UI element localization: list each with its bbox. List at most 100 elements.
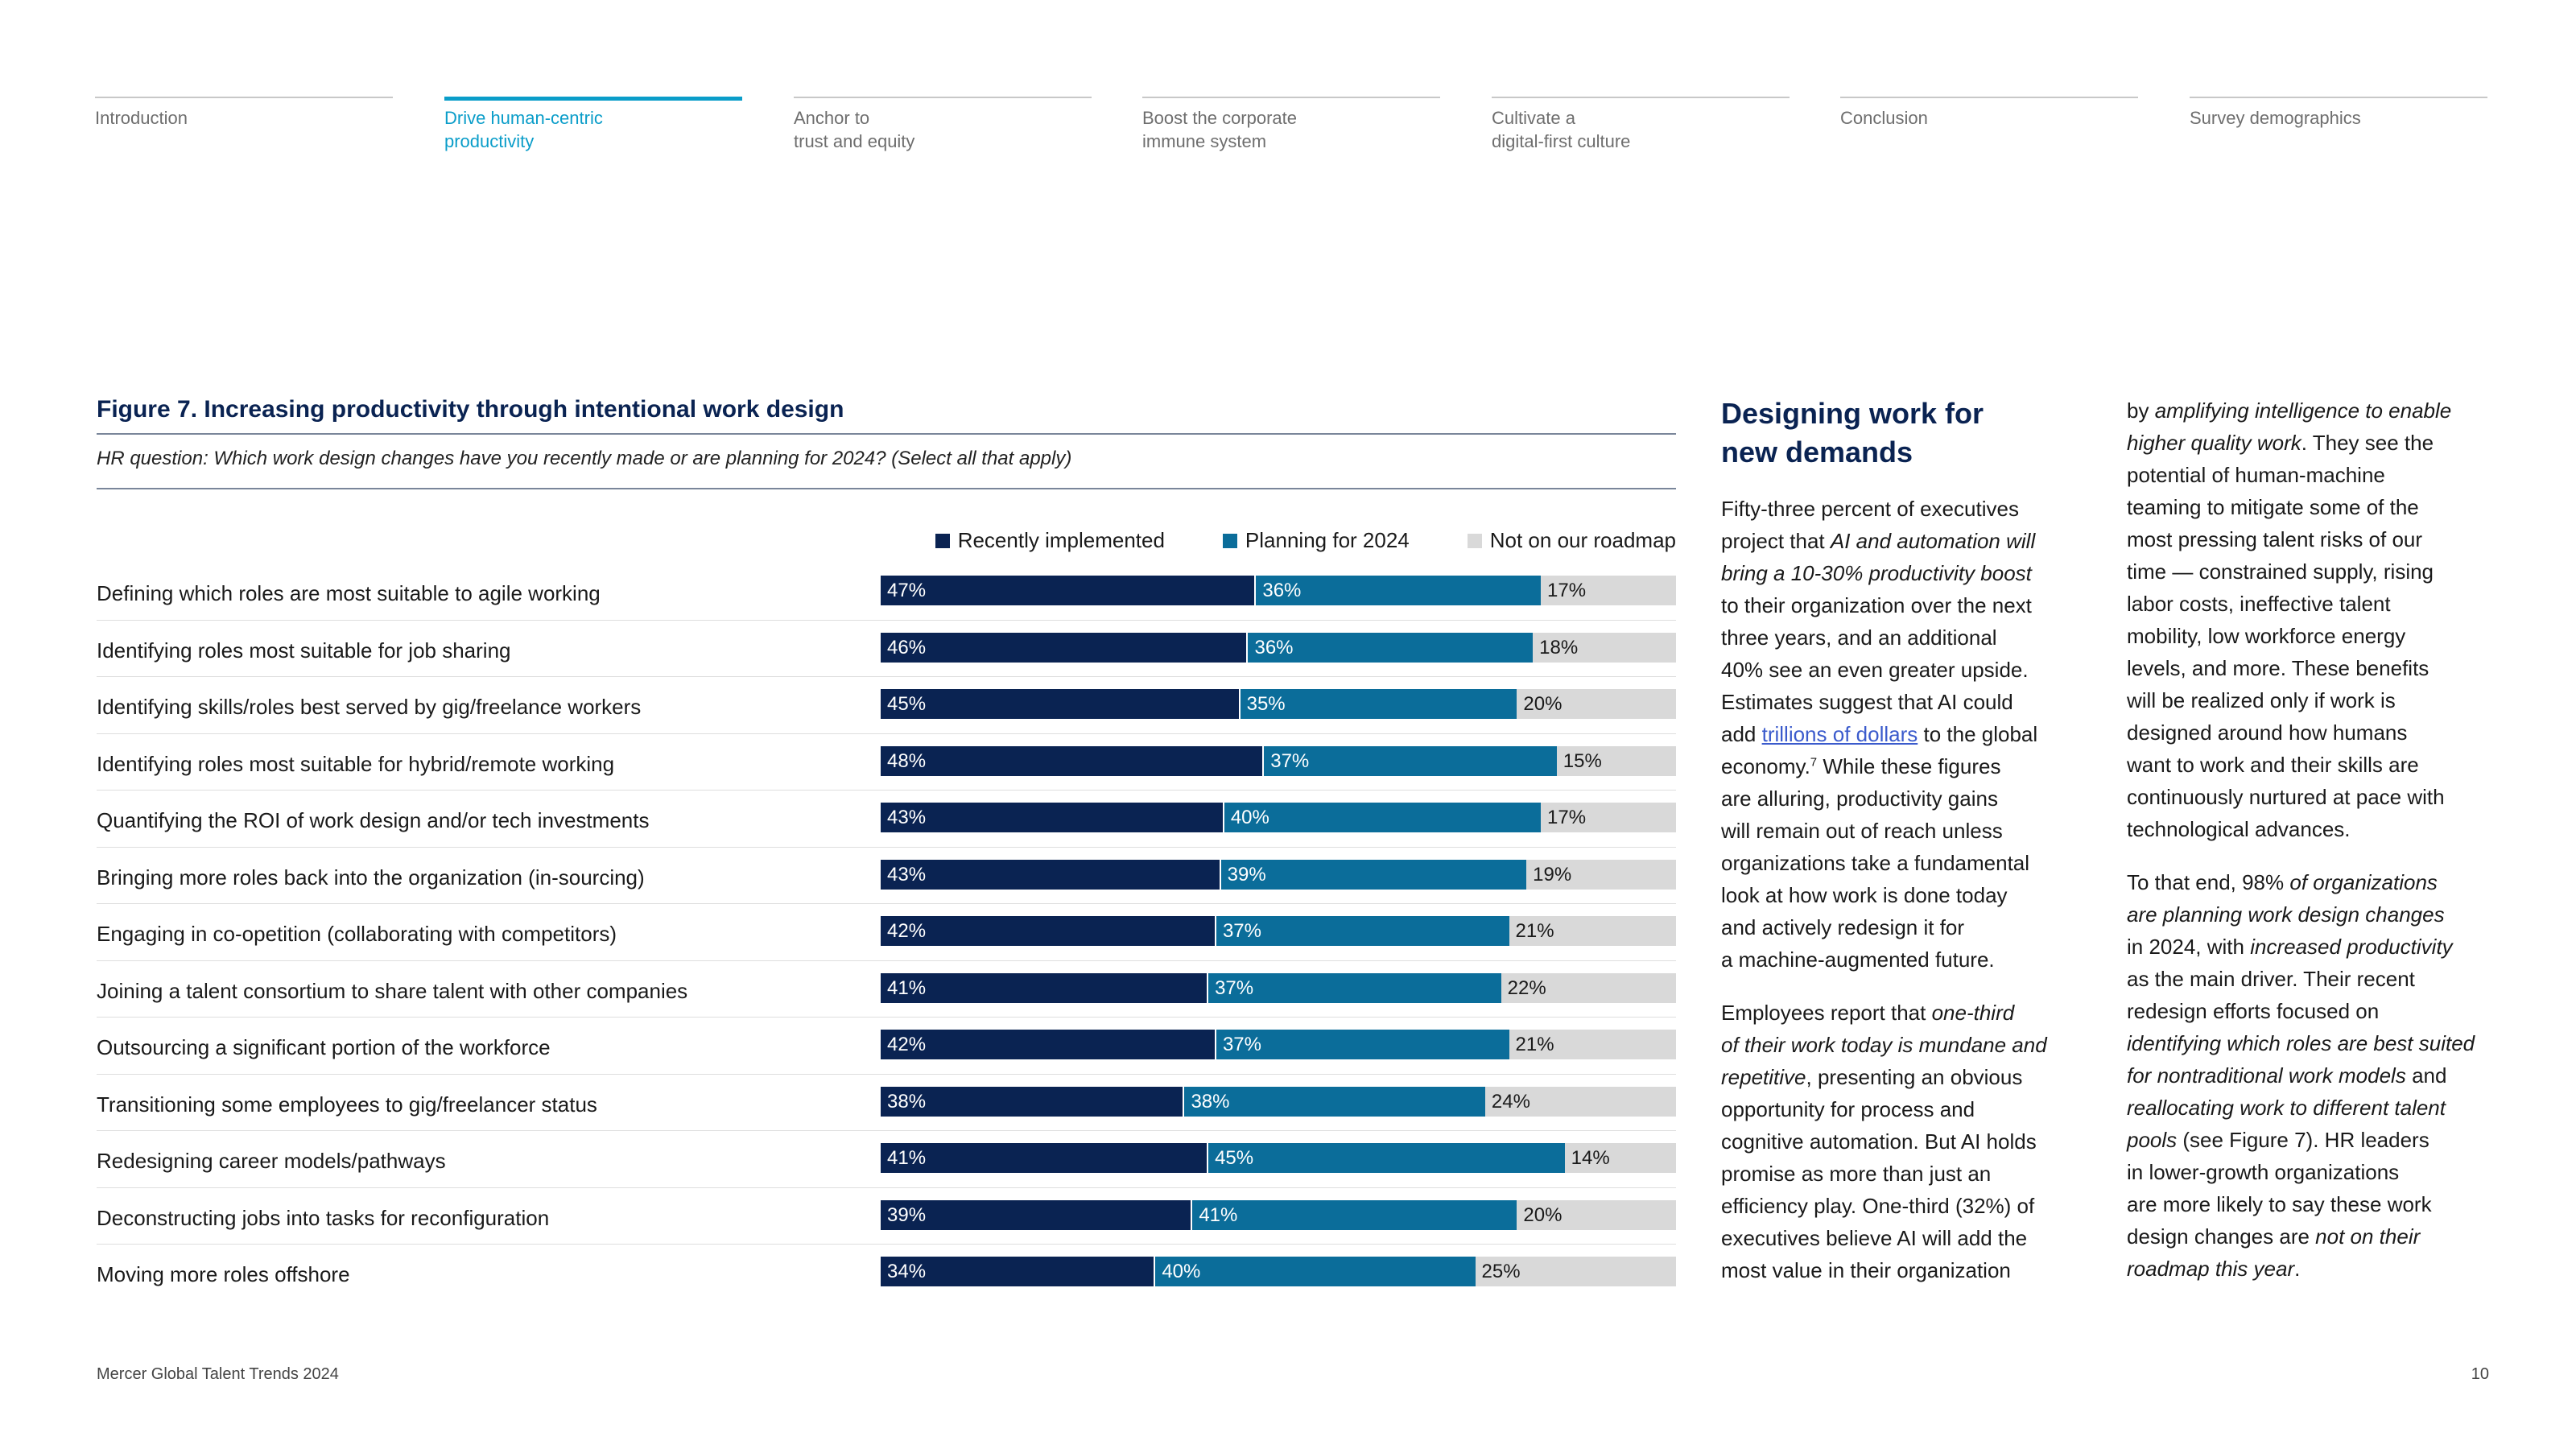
nav-survey-demographics[interactable]: Survey demographics [2190, 97, 2487, 130]
stacked-bar: 42% 37% 21% [881, 1030, 1676, 1059]
footnote-marker: 7 [1810, 755, 1818, 770]
text-run: to the global economy. [1721, 722, 2038, 778]
emphasis-text: reallocating work to different talent po… [2127, 1096, 2446, 1152]
legend-swatch [1467, 533, 1482, 548]
category-label: Identifying roles most suitable for job … [97, 638, 511, 663]
category-label: Deconstructing jobs into tasks for recon… [97, 1205, 550, 1230]
chart-row: Joining a talent consortium to share tal… [97, 961, 1676, 1018]
stacked-bar: 43% 40% 17% [881, 803, 1676, 832]
emphasis-text: identifying which roles are best suited … [2127, 1031, 2475, 1088]
stacked-bar: 41% 45% 14% [881, 1143, 1676, 1173]
category-label: Outsourcing a significant portion of the… [97, 1035, 551, 1059]
bar-segment-not-on-roadmap: 14% [1564, 1143, 1676, 1173]
category-label: Bringing more roles back into the organi… [97, 865, 645, 890]
legend-label: Not on our roadmap [1489, 528, 1676, 552]
nav-boost-the-corporate-immune-system[interactable]: Boost the corporate immune system [1142, 97, 1440, 153]
footer-source: Mercer Global Talent Trends 2024 [97, 1365, 339, 1383]
bar-segment-not-on-roadmap: 15% [1556, 745, 1676, 776]
stacked-bar: 38% 38% 24% [881, 1086, 1676, 1117]
bar-segment-recently-implemented: 45% [881, 689, 1239, 719]
category-label: Redesigning career models/pathways [97, 1149, 446, 1173]
nav-cultivate-a-digital-first-culture[interactable]: Cultivate a digital-first culture [1492, 97, 1790, 153]
bar-segment-not-on-roadmap: 21% [1509, 916, 1676, 946]
nav-anchor-to-trust-and-equity[interactable]: Anchor to trust and equity [794, 97, 1092, 153]
inline-link[interactable]: trillions of dollars [1761, 722, 1918, 746]
bar-segment-not-on-roadmap: 21% [1509, 1030, 1676, 1059]
emphasis-text: AI and automation will bring a 10-30% pr… [1721, 529, 2036, 585]
emphasis-text: of organizations are planning work desig… [2127, 870, 2445, 927]
chart-row: Deconstructing jobs into tasks for recon… [97, 1188, 1676, 1245]
bar-segment-planning-2024: 39% [1219, 859, 1527, 890]
chart-legend: Recently implemented Planning for 2024 N… [935, 528, 1676, 553]
bar-segment-recently-implemented: 38% [881, 1086, 1183, 1117]
text-run: to their organization over the next thre… [1721, 593, 2032, 746]
body-paragraph: Fifty-three percent of executives projec… [1721, 493, 2091, 976]
legend-swatch [935, 533, 950, 548]
bar-segment-recently-implemented: 39% [881, 1199, 1191, 1230]
bar-segment-recently-implemented: 43% [881, 803, 1223, 832]
bar-segment-planning-2024: 40% [1154, 1257, 1476, 1286]
legend-item-recently-implemented: Recently implemented [935, 528, 1165, 553]
body-paragraph: Employees report that one-third of their… [1721, 997, 2091, 1286]
bar-segment-not-on-roadmap: 17% [1541, 576, 1676, 605]
page-number: 10 [2471, 1365, 2489, 1383]
category-label: Moving more roles offshore [97, 1262, 350, 1286]
emphasis-text: amplifying intelligence to enable higher… [2127, 398, 2452, 455]
category-label: Joining a talent consortium to share tal… [97, 978, 688, 1003]
legend-swatch [1222, 533, 1237, 548]
chart-row: Identifying skills/roles best served by … [97, 677, 1676, 734]
chart-row: Bringing more roles back into the organi… [97, 848, 1676, 904]
emphasis-text: increased productivity [2250, 935, 2453, 959]
text-run: in 2024, with [2127, 935, 2244, 959]
text-run: . [2294, 1257, 2301, 1281]
stacked-bar: 46% 36% 18% [881, 632, 1676, 663]
legend-item-planning-for-2024: Planning for 2024 [1222, 528, 1410, 553]
bar-segment-recently-implemented: 47% [881, 576, 1255, 605]
stacked-bar: 47% 36% 17% [881, 576, 1676, 605]
bar-segment-not-on-roadmap: 22% [1501, 972, 1676, 1003]
bar-segment-not-on-roadmap: 17% [1541, 803, 1676, 832]
section-heading: Designing work for new demands [1721, 397, 1984, 469]
text-run: While these figures are alluring, produc… [1721, 754, 2030, 972]
nav-drive-human-centric-productivity[interactable]: Drive human-centric productivity [444, 97, 742, 153]
figure-title-rule [97, 433, 1676, 435]
legend-label: Planning for 2024 [1245, 528, 1410, 552]
bar-segment-not-on-roadmap: 18% [1533, 632, 1676, 663]
section-navigation: Introduction Drive human-centric product… [95, 97, 2487, 161]
bar-segment-recently-implemented: 41% [881, 1143, 1208, 1173]
text-run: To that end, 98% [2127, 870, 2290, 894]
text-run: Employees report that [1721, 1001, 1932, 1025]
nav-introduction[interactable]: Introduction [95, 97, 393, 130]
bar-segment-planning-2024: 41% [1191, 1199, 1517, 1230]
bar-segment-planning-2024: 45% [1207, 1143, 1565, 1173]
article-column-2: by amplifying intelligence to enable hig… [2127, 394, 2497, 1306]
bar-segment-recently-implemented: 34% [881, 1257, 1154, 1286]
figure-question-rule [97, 488, 1676, 489]
nav-conclusion[interactable]: Conclusion [1840, 97, 2138, 130]
stacked-bar: 42% 37% 21% [881, 916, 1676, 946]
legend-label: Recently implemented [957, 528, 1165, 552]
bar-segment-planning-2024: 36% [1246, 632, 1534, 663]
bar-segment-planning-2024: 37% [1214, 1030, 1509, 1059]
bar-segment-planning-2024: 37% [1214, 916, 1509, 946]
stacked-bar: 41% 37% 22% [881, 972, 1676, 1003]
chart-row: Redesigning career models/pathways 41% 45%… [97, 1131, 1676, 1188]
figure-question: HR question: Which work design changes h… [97, 448, 1072, 469]
stacked-bar: 43% 39% 19% [881, 859, 1676, 890]
text-run: as the main driver. Their recent redesig… [2127, 967, 2415, 1023]
article-column-1: Fifty-three percent of executives projec… [1721, 493, 2091, 1307]
body-paragraph: To that end, 98% of organizations are pl… [2127, 866, 2497, 1285]
bar-segment-planning-2024: 35% [1238, 689, 1517, 719]
bar-segment-recently-implemented: 43% [881, 859, 1220, 890]
bar-segment-recently-implemented: 46% [881, 632, 1247, 663]
category-label: Quantifying the ROI of work design and/o… [97, 808, 650, 832]
chart-row: Identifying roles most suitable for job … [97, 621, 1676, 677]
text-run: . They see the potential of human-machin… [2127, 431, 2445, 841]
bar-segment-planning-2024: 37% [1207, 972, 1501, 1003]
bar-segment-not-on-roadmap: 25% [1475, 1257, 1676, 1286]
stacked-bar: 39% 41% 20% [881, 1199, 1676, 1230]
bar-segment-not-on-roadmap: 20% [1517, 689, 1676, 719]
category-label: Defining which roles are most suitable t… [97, 581, 601, 605]
stacked-bar: 48% 37% 15% [881, 745, 1676, 776]
bar-segment-recently-implemented: 42% [881, 916, 1215, 946]
